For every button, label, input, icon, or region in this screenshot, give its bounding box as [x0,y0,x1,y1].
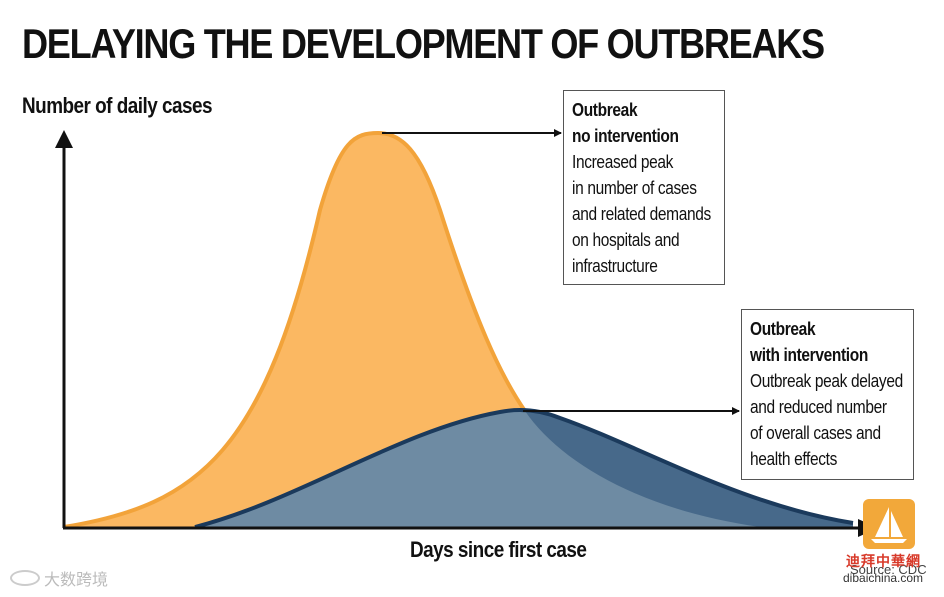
logo-chinese-text: 迪拜中華網 [846,553,921,569]
no-intervention-curve [63,130,527,529]
with-intervention-desc-3: of overall cases and [750,423,881,443]
no-intervention-desc-4: on hospitals and [572,230,680,250]
no-intervention-heading-2: no intervention [572,126,679,146]
no-intervention-desc-2: in number of cases [572,178,697,198]
with-intervention-desc-1: Outbreak peak delayed [750,371,903,391]
with-intervention-desc-4: health effects [750,449,837,469]
no-intervention-desc-3: and related demands [572,204,711,224]
with-intervention-callout: Outbreak with intervention Outbreak peak… [741,309,914,480]
source-credit: Source: CDC [850,562,927,577]
watermark-left-text: 大数跨境 [44,572,109,589]
y-axis-label: Number of daily cases [22,93,213,118]
no-intervention-callout: Outbreak no intervention Increased peak … [563,90,725,285]
y-axis-arrow-icon [55,130,73,148]
no-intervention-area [64,133,760,527]
curve-overlap-area [525,411,853,527]
watermark-eye-icon [10,570,40,586]
no-intervention-desc-5: infrastructure [572,256,658,276]
sailboat-logo-icon [863,499,915,549]
with-intervention-desc-2: and reduced number [750,397,887,417]
no-intervention-desc-1: Increased peak [572,152,674,172]
with-intervention-heading-2: with intervention [750,345,868,365]
logo-url-text: dibaichina.com [843,571,924,585]
no-intervention-heading-1: Outbreak [572,100,638,120]
x-axis-label: Days since first case [410,537,587,562]
page-title: DELAYING THE DEVELOPMENT OF OUTBREAKS [22,20,825,67]
watermark-left: 大数跨境 [10,566,108,590]
with-intervention-heading-1: Outbreak [750,319,816,339]
